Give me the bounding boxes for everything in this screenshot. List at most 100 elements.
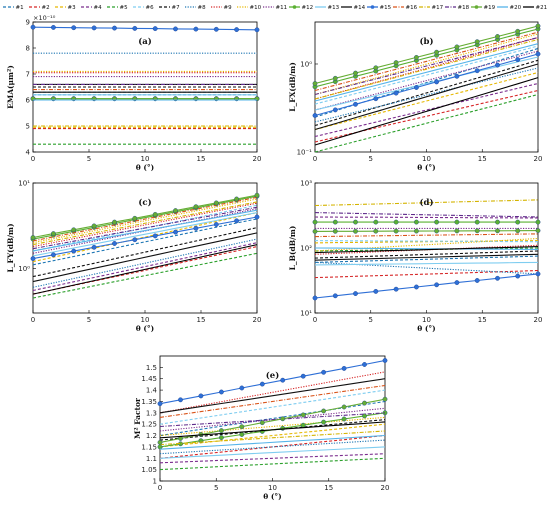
series-marker-19 <box>353 70 358 76</box>
series-marker-15 <box>193 225 199 231</box>
series-marker-19 <box>152 211 158 217</box>
series-line-15 <box>159 359 386 405</box>
series-marker-12 <box>353 219 358 225</box>
series-marker-15 <box>495 62 500 68</box>
y-tick-label: 5 <box>26 123 30 131</box>
series-line-1 <box>159 400 386 437</box>
x-axis-label: θ (°) <box>136 324 154 333</box>
legend: #1 #2 #3 #4 #5 #6 #7 #8 #9 #10 #11 #12 #13 #14 #15 #16 #… <box>3 5 547 11</box>
series-marker-12 <box>332 219 338 225</box>
legend-label-19: #19 <box>484 5 496 11</box>
series-line-2 <box>32 246 258 295</box>
series-marker-15 <box>71 248 77 254</box>
series-line-3 <box>314 71 539 131</box>
panel-title: (a) <box>138 36 152 47</box>
series-marker-12 <box>300 422 306 428</box>
series-line-10 <box>314 237 539 252</box>
y-tick-label: 1.45 <box>141 375 157 383</box>
legend-label-12: #12 <box>302 5 314 11</box>
series-marker-15 <box>71 25 77 31</box>
series-marker-15 <box>259 381 265 387</box>
series-line-9 <box>314 244 539 255</box>
series-marker-19 <box>259 420 265 426</box>
series-line-19 <box>314 25 539 85</box>
series-marker-15 <box>393 90 399 96</box>
series-marker-19 <box>373 228 379 234</box>
series-marker-15 <box>454 73 460 79</box>
series-marker-19 <box>434 228 439 234</box>
series-line-10 <box>314 33 539 96</box>
series-marker-15 <box>30 24 36 30</box>
series-marker-15 <box>515 273 521 279</box>
series-marker-15 <box>112 25 117 31</box>
legend-label-15: #15 <box>380 5 392 11</box>
x-tick-label: 10 <box>141 316 150 324</box>
series-marker-19 <box>218 428 224 433</box>
legend-label-9: #9 <box>224 5 233 11</box>
x-tick-label: 20 <box>381 484 390 492</box>
y-axis-label: L_FY(dB/m) <box>6 223 15 272</box>
legend-label-3: #3 <box>68 5 77 11</box>
x-axis-label: θ (°) <box>417 163 435 172</box>
series-marker-15 <box>51 252 56 258</box>
series-line-2 <box>314 269 539 279</box>
series-marker-19 <box>300 412 306 418</box>
series-line-17 <box>314 199 539 207</box>
series-line-14 <box>314 253 539 261</box>
series-marker-12 <box>321 419 326 425</box>
legend-label-8: #8 <box>198 5 207 11</box>
series-marker-19 <box>254 192 260 198</box>
series-marker-15 <box>474 68 480 74</box>
y-tick-label: 1.4 <box>146 387 158 395</box>
panel-title: (d) <box>420 197 434 208</box>
series-line-18 <box>32 206 258 250</box>
x-tick-label: 0 <box>31 155 35 163</box>
series-marker-19 <box>353 228 358 234</box>
series-line-12 <box>314 28 539 88</box>
series-line-4 <box>32 242 258 292</box>
series-marker-12 <box>259 428 265 434</box>
series-line-9 <box>32 202 258 248</box>
series-line-16 <box>32 196 258 242</box>
series-marker-15 <box>332 293 338 299</box>
series-marker-15 <box>213 26 219 32</box>
series-marker-19 <box>91 223 97 229</box>
series-marker-15 <box>173 229 178 235</box>
legend-label-13: #13 <box>328 5 340 11</box>
series-marker-19 <box>434 49 439 55</box>
series-line-13 <box>32 212 258 257</box>
series-line-1 <box>314 47 539 118</box>
y-axis-label: L_B(dB/m) <box>288 226 297 271</box>
y-axis-label: M² Factor <box>133 397 142 439</box>
series-marker-15 <box>454 280 460 285</box>
series-marker-19 <box>454 44 460 50</box>
panel-title: (b) <box>420 36 434 47</box>
y-tick-label: 10³ <box>300 180 312 188</box>
y-tick-label: 10¹ <box>300 310 312 318</box>
series-marker-15 <box>321 369 326 375</box>
series-marker-15 <box>312 113 318 118</box>
panel-1: 0 5 10 15 20 4 5 6 7 8 9 (a) θ (°) EMA(μm²) ×10⁻¹⁰ <box>6 14 261 172</box>
series-marker-15 <box>152 233 158 239</box>
series-marker-15 <box>515 57 521 62</box>
series-marker-15 <box>157 401 163 407</box>
series-line-18 <box>314 36 539 96</box>
series-marker-15 <box>239 385 245 391</box>
y-tick-label: 1.25 <box>141 421 157 429</box>
series-line-2 <box>314 89 539 143</box>
series-marker-15 <box>373 96 379 102</box>
x-tick-label: 10 <box>268 484 277 492</box>
y-tick-label: 4 <box>26 149 31 157</box>
series-line-7 <box>314 59 539 127</box>
panel-title: (e) <box>266 370 279 381</box>
series-marker-19 <box>332 228 338 234</box>
legend-label-10: #10 <box>250 5 262 11</box>
series-marker-19 <box>280 416 286 422</box>
series-marker-19 <box>157 439 163 445</box>
panel-4: 0 5 10 15 20 10¹ 10² 10³ (d) θ (°) L_B(dB/m) <box>288 180 542 334</box>
series-marker-19 <box>454 228 460 234</box>
y-tick-label: 10⁰ <box>300 60 312 68</box>
series-marker-15 <box>234 218 240 224</box>
x-tick-label: 0 <box>313 316 317 324</box>
x-tick-label: 20 <box>534 316 543 324</box>
